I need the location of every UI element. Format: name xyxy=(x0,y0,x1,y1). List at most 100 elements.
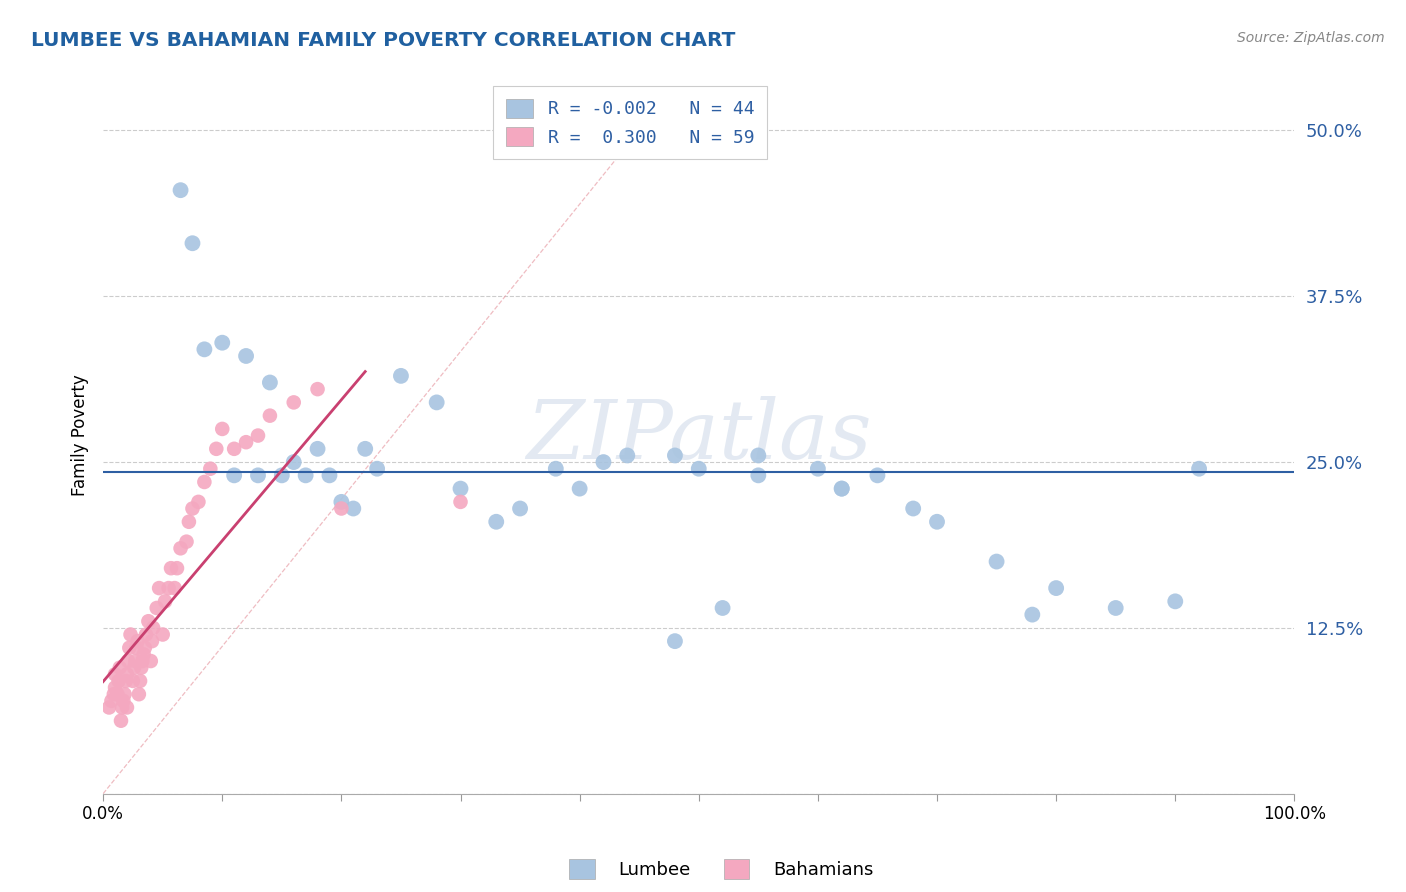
Point xyxy=(115,700,138,714)
Point xyxy=(107,687,129,701)
Point xyxy=(711,601,734,615)
Point xyxy=(664,449,686,463)
Point xyxy=(169,541,191,556)
Legend: R = -0.002   N = 44, R =  0.300   N = 59: R = -0.002 N = 44, R = 0.300 N = 59 xyxy=(494,87,766,160)
Point xyxy=(166,561,188,575)
Point xyxy=(1021,607,1043,622)
Point xyxy=(259,409,281,423)
Point xyxy=(114,673,136,688)
Point xyxy=(389,368,412,383)
Point xyxy=(181,236,204,251)
Point xyxy=(129,661,152,675)
Text: Source: ZipAtlas.com: Source: ZipAtlas.com xyxy=(1237,31,1385,45)
Point xyxy=(330,495,353,509)
Point xyxy=(1105,601,1128,615)
Point xyxy=(108,661,131,675)
Point xyxy=(664,634,686,648)
Point xyxy=(129,673,152,688)
Point xyxy=(103,687,125,701)
Text: ZIPatlas: ZIPatlas xyxy=(526,395,872,475)
Point xyxy=(134,640,156,655)
Point xyxy=(193,343,215,357)
Point xyxy=(104,667,127,681)
Point xyxy=(98,700,121,714)
Point xyxy=(283,455,305,469)
Text: LUMBEE VS BAHAMIAN FAMILY POVERTY CORRELATION CHART: LUMBEE VS BAHAMIAN FAMILY POVERTY CORREL… xyxy=(31,31,735,50)
Point xyxy=(283,395,305,409)
Point xyxy=(110,714,132,728)
Point xyxy=(138,614,160,628)
Point xyxy=(157,581,180,595)
Point xyxy=(187,495,209,509)
Point xyxy=(153,594,176,608)
Point xyxy=(544,461,567,475)
Point xyxy=(125,640,148,655)
Point xyxy=(901,501,924,516)
Point xyxy=(592,455,614,469)
Point xyxy=(100,694,122,708)
Point xyxy=(211,422,233,436)
Point xyxy=(114,687,136,701)
Point xyxy=(115,667,138,681)
Point xyxy=(354,442,377,456)
Point xyxy=(224,442,246,456)
Point xyxy=(747,468,769,483)
Point xyxy=(235,435,257,450)
Point xyxy=(112,694,135,708)
Point xyxy=(124,654,146,668)
Point xyxy=(169,183,191,197)
Point xyxy=(117,654,139,668)
Text: Bahamians: Bahamians xyxy=(773,861,873,879)
Point xyxy=(235,349,257,363)
Point xyxy=(111,700,134,714)
Point xyxy=(141,634,163,648)
Point xyxy=(318,468,340,483)
Point xyxy=(450,482,472,496)
Point xyxy=(1188,461,1211,475)
Point xyxy=(342,501,364,516)
Point xyxy=(831,482,853,496)
Point xyxy=(163,581,186,595)
Point xyxy=(160,561,183,575)
Point xyxy=(200,461,222,475)
Point xyxy=(925,515,948,529)
Point xyxy=(193,475,215,489)
Point xyxy=(426,395,449,409)
Point xyxy=(986,555,1008,569)
Point xyxy=(120,627,142,641)
Point xyxy=(152,627,174,641)
Point xyxy=(1045,581,1067,595)
Point xyxy=(807,461,830,475)
Point xyxy=(330,501,353,516)
Point xyxy=(246,468,269,483)
Point xyxy=(181,501,204,516)
Point xyxy=(866,468,889,483)
Point xyxy=(568,482,591,496)
Point xyxy=(104,681,127,695)
Point xyxy=(107,673,129,688)
Point xyxy=(145,601,167,615)
Point xyxy=(747,449,769,463)
Point xyxy=(132,648,155,662)
Y-axis label: Family Poverty: Family Poverty xyxy=(72,375,89,497)
Point xyxy=(270,468,292,483)
Point xyxy=(246,428,269,442)
Point xyxy=(139,654,162,668)
Point xyxy=(307,442,329,456)
Point xyxy=(211,335,233,350)
Point xyxy=(1164,594,1187,608)
Point xyxy=(127,634,149,648)
Point xyxy=(294,468,316,483)
Point xyxy=(118,640,141,655)
Point xyxy=(122,661,145,675)
Text: Lumbee: Lumbee xyxy=(619,861,690,879)
Point xyxy=(205,442,228,456)
Point xyxy=(688,461,710,475)
Point xyxy=(135,627,157,641)
Point xyxy=(128,687,150,701)
Point xyxy=(148,581,170,595)
Point xyxy=(366,461,388,475)
Point xyxy=(224,468,246,483)
Point xyxy=(122,673,145,688)
Point xyxy=(142,621,165,635)
